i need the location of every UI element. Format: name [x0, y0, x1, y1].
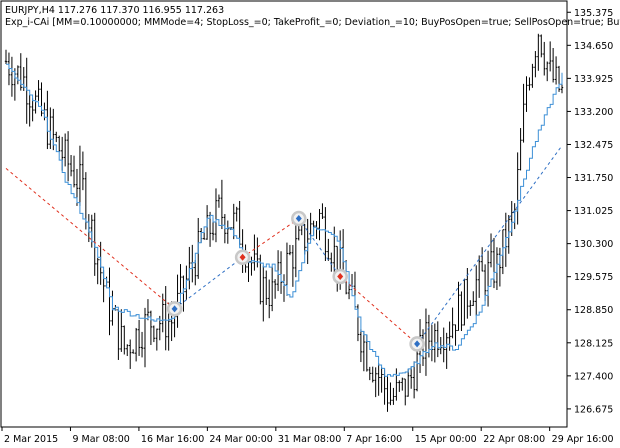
- x-tick-label: 16 Mar 16:00: [141, 434, 204, 445]
- y-tick-label: 131.750: [574, 173, 613, 184]
- y-tick-label: 135.375: [574, 8, 613, 19]
- buy-marker-arrow: [414, 340, 421, 348]
- x-tick-label: 2 Mar 2015: [4, 434, 58, 445]
- y-tick-label: 131.025: [574, 206, 613, 217]
- symbol-header: EURJPY,H4 117.276 117.370 116.955 117.26…: [5, 5, 224, 16]
- buy-marker-arrow: [171, 305, 178, 313]
- x-tick-label: 22 Apr 08:00: [483, 434, 545, 445]
- trade-markers-layer: [166, 210, 425, 352]
- y-tick-label: 129.575: [574, 272, 613, 283]
- x-tick-label: 9 Mar 08:00: [72, 434, 129, 445]
- buy-trade-line: [416, 145, 563, 345]
- y-tick-label: 128.850: [574, 305, 613, 316]
- y-tick-label: 127.400: [574, 371, 613, 382]
- y-tick-label: 126.675: [574, 404, 613, 415]
- y-tick-label: 133.200: [574, 107, 613, 118]
- y-tick-label: 133.925: [574, 74, 613, 85]
- plot-frame: [0, 0, 568, 428]
- y-tick-label: 128.125: [574, 338, 613, 349]
- x-axis: 2 Mar 2015 9 Mar 08:00 16 Mar 16:00 24 Mar …: [1, 427, 614, 445]
- trade-lines-layer: [5, 145, 563, 345]
- y-tick-label: 134.650: [574, 41, 613, 52]
- y-tick-label: 130.300: [574, 239, 613, 250]
- sell-marker-arrow: [337, 272, 344, 280]
- y-axis: 135.375 134.650 133.925 133.200 132.475 131.7…: [567, 8, 613, 415]
- x-tick-label: 15 Apr 00:00: [415, 434, 477, 445]
- x-tick-label: 24 Mar 00:00: [209, 434, 272, 445]
- indicator-layer: [6, 63, 563, 377]
- sell-trade-line: [339, 276, 418, 345]
- x-tick-label: 7 Apr 16:00: [346, 434, 402, 445]
- expert-header: Exp_i-CAi [MM=0.10000000; MMMode=4; Stop…: [5, 17, 620, 28]
- sell-trade-line: [5, 168, 175, 310]
- indicator-line: [6, 63, 563, 377]
- y-tick-label: 132.475: [574, 140, 613, 151]
- candles-layer: [4, 33, 564, 412]
- x-tick-label: 31 Mar 08:00: [278, 434, 341, 445]
- x-tick-label: 29 Apr 16:00: [552, 434, 614, 445]
- buy-marker-arrow: [295, 215, 302, 223]
- buy-trade-line: [174, 256, 243, 310]
- sell-trade-line: [242, 218, 300, 258]
- sell-marker-arrow: [239, 253, 246, 261]
